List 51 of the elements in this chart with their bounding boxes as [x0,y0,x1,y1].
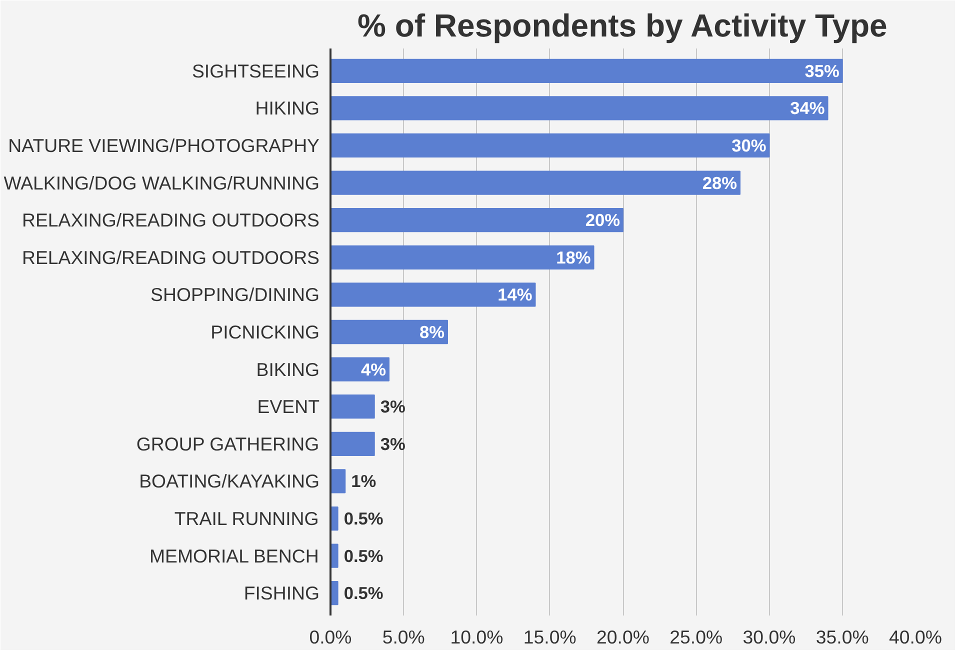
data-label: 35% [804,60,840,81]
y-tick-label: GROUP GATHERING [136,433,320,454]
data-label: 18% [556,247,591,268]
bar [330,133,770,158]
data-label: 8% [419,322,444,342]
data-label: 28% [702,172,738,193]
y-tick-label: WALKING/DOG WALKING/RUNNING [4,172,320,194]
x-tick-label: 40.0% [889,626,942,648]
bar [330,394,375,419]
y-tick-label: PICNICKING [210,322,320,342]
y-tick-label: SHOPPING/DINING [150,284,320,306]
x-tick-label: 30.0% [742,626,796,648]
data-label: 3% [380,396,406,417]
bar [330,469,346,494]
bar [330,320,448,344]
data-label: 20% [585,210,620,230]
data-label: 30% [732,135,766,156]
x-tick-label: 10.0% [450,626,504,648]
data-label: 0.5% [344,546,384,566]
data-label: 4% [360,359,386,380]
data-label: 0.5% [344,583,384,604]
bar [330,208,624,232]
x-tick-label: 25.0% [670,626,723,648]
y-tick-label: EVENT [257,396,320,418]
bar [330,282,536,307]
y-tick-label: MEMORIAL BENCH [150,545,319,566]
bar [330,432,375,456]
data-label: 0.5% [344,508,384,529]
y-tick-label: SIGHTSEEING [192,60,320,82]
y-tick-label: NATURE VIEWING/PHOTOGRAPHY [8,134,320,156]
y-tick-label: HIKING [255,98,320,119]
x-tick-label: 0.0% [309,626,352,648]
y-tick-label: RELAXING/READING OUTDOORS [22,210,320,231]
y-tick-label: BIKING [256,358,320,380]
data-label: 3% [380,434,406,454]
y-tick-label: TRAIL RUNNING [174,508,319,530]
bar [330,96,828,120]
chart-title: % of Respondents by Activity Type [357,8,888,44]
bar [330,245,594,270]
x-tick-label: 35.0% [816,626,869,648]
y-tick-label: FISHING [244,582,320,604]
x-tick-label: 15.0% [523,626,576,648]
bar [330,170,740,195]
x-tick-label: 5.0% [382,626,425,648]
x-tick-label: 20.0% [596,626,650,648]
bar [330,58,843,83]
y-tick-label: RELAXING/READING OUTDOORS [22,246,320,268]
data-label: 34% [790,98,825,118]
y-tick-label: BOATING/KAYAKING [139,470,320,492]
data-label: 14% [498,284,532,305]
data-label: 1% [351,471,376,492]
